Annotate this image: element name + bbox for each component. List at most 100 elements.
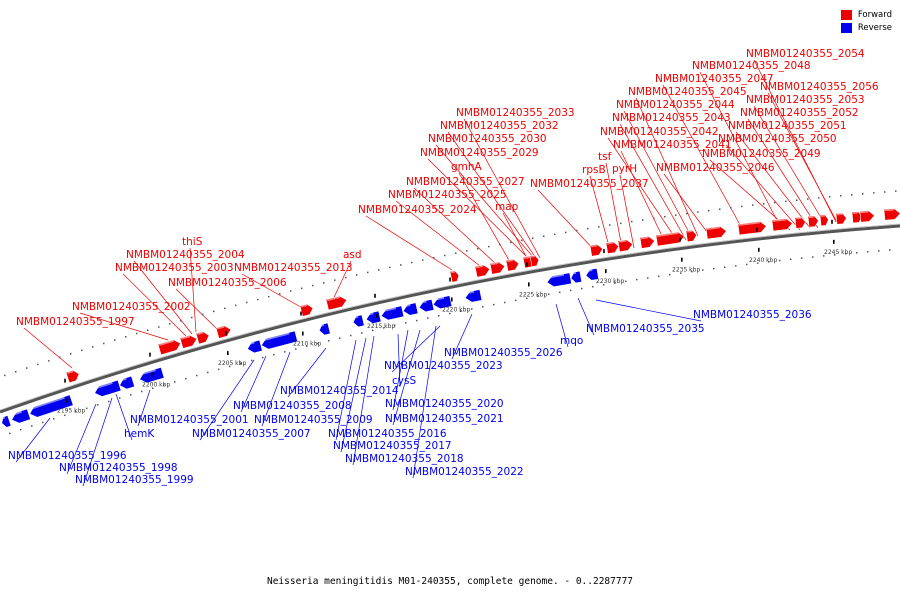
forward-gene[interactable] — [655, 231, 685, 247]
reverse-gene[interactable] — [380, 305, 405, 322]
gene-label[interactable]: NMBM01240355_2014 — [280, 385, 399, 397]
gene-label[interactable]: NMBM01240355_2013 — [234, 262, 353, 274]
reverse-gene[interactable] — [418, 298, 435, 313]
forward-gene[interactable] — [605, 241, 620, 255]
gene-label[interactable]: NMBM01240355_2018 — [345, 453, 464, 465]
gene-label[interactable]: NMBM01240355_2054 — [746, 48, 865, 60]
reverse-gene[interactable] — [0, 415, 12, 428]
gene-label[interactable]: map — [495, 201, 519, 213]
gene-label[interactable]: NMBM01240355_2049 — [702, 148, 821, 160]
gene-label[interactable]: NMBM01240355_2023 — [384, 360, 503, 372]
gene-label[interactable]: NMBM01240355_1996 — [8, 450, 127, 462]
gene-label[interactable]: gmhA — [451, 161, 483, 173]
gene-label[interactable]: NMBM01240355_2007 — [192, 428, 311, 440]
gene-label[interactable]: NMBM01240355_2051 — [728, 120, 847, 132]
gene-label[interactable]: NMBM01240355_2006 — [168, 277, 287, 289]
gene-label[interactable]: NMBM01240355_2003 — [115, 262, 234, 274]
gene-label[interactable]: NMBM01240355_2047 — [655, 73, 774, 85]
forward-gene[interactable] — [299, 303, 314, 317]
gene-label[interactable]: NMBM01240355_2046 — [656, 162, 775, 174]
forward-gene[interactable] — [157, 338, 182, 356]
reverse-gene[interactable] — [464, 289, 483, 303]
gene-label[interactable]: NMBM01240355_2056 — [760, 81, 879, 93]
reverse-gene[interactable] — [402, 302, 419, 317]
gene-label[interactable]: NMBM01240355_2008 — [233, 400, 352, 412]
forward-gene[interactable] — [65, 369, 81, 384]
forward-gene[interactable] — [505, 258, 520, 272]
forward-gene[interactable] — [215, 324, 232, 339]
gene-label[interactable]: NMBM01240355_2048 — [692, 60, 811, 72]
gene-label[interactable]: NMBM01240355_2036 — [693, 309, 812, 321]
reverse-gene[interactable] — [246, 339, 263, 354]
forward-gene[interactable] — [179, 334, 198, 349]
gene-label[interactable]: NMBM01240355_2004 — [126, 249, 245, 261]
reverse-gene[interactable] — [318, 322, 331, 336]
gene-label[interactable]: NMBM01240355_2033 — [456, 107, 575, 119]
gene-label[interactable]: NMBM01240355_2053 — [746, 94, 865, 106]
gene-label[interactable]: NMBM01240355_2050 — [718, 133, 837, 145]
forward-gene[interactable] — [449, 270, 460, 283]
forward-gene[interactable] — [819, 214, 829, 227]
gene-label[interactable]: NMBM01240355_2021 — [385, 413, 504, 425]
gene-label[interactable]: NMBM01240355_1997 — [16, 316, 135, 328]
gene-label[interactable]: hemK — [124, 428, 155, 440]
reverse-gene[interactable] — [28, 394, 74, 419]
forward-gene[interactable] — [705, 225, 727, 240]
forward-gene[interactable] — [883, 208, 900, 221]
gene-label[interactable]: NMBM01240355_2002 — [72, 301, 191, 313]
forward-gene[interactable] — [737, 221, 767, 236]
gene-label[interactable]: NMBM01240355_2026 — [444, 347, 563, 359]
gene-label[interactable]: mqo — [560, 335, 583, 347]
reverse-gene[interactable] — [260, 330, 298, 351]
gene-label[interactable]: NMBM01240355_2027 — [406, 176, 525, 188]
forward-gene[interactable] — [807, 215, 819, 228]
gene-label[interactable]: NMBM01240355_2035 — [586, 323, 705, 335]
gene-label[interactable]: rpsB — [582, 164, 606, 176]
reverse-gene[interactable] — [118, 375, 135, 391]
forward-gene[interactable] — [589, 243, 604, 257]
forward-gene[interactable] — [489, 261, 506, 275]
gene-label[interactable]: NMBM01240355_2016 — [328, 428, 447, 440]
gene-label[interactable]: NMBM01240355_2020 — [385, 398, 504, 410]
gene-label[interactable]: thiS — [182, 236, 203, 248]
forward-gene[interactable] — [835, 212, 847, 225]
gene-label[interactable]: NMBM01240355_2009 — [254, 414, 373, 426]
gene-label[interactable]: NMBM01240355_2037 — [530, 178, 649, 190]
gene-label[interactable]: NMBM01240355_2042 — [600, 126, 719, 138]
gene-label[interactable]: asd — [343, 249, 362, 261]
reverse-gene[interactable] — [546, 272, 572, 288]
gene-label[interactable]: NMBM01240355_2045 — [628, 86, 747, 98]
gene-label[interactable]: cysS — [392, 375, 416, 387]
gene-label[interactable]: NMBM01240355_2032 — [440, 120, 559, 132]
forward-gene[interactable] — [325, 295, 348, 311]
gene-label[interactable]: NMBM01240355_2044 — [616, 99, 735, 111]
forward-gene[interactable] — [474, 264, 491, 278]
reverse-gene[interactable] — [352, 314, 365, 328]
gene-label[interactable]: NMBM01240355_2052 — [740, 107, 859, 119]
forward-gene[interactable] — [771, 218, 793, 232]
gene-label[interactable]: NMBM01240355_2024 — [358, 204, 477, 216]
forward-gene[interactable] — [685, 229, 698, 243]
gene-label[interactable]: NMBM01240355_2017 — [333, 440, 452, 452]
gene-label[interactable]: pyrH — [612, 163, 637, 175]
gene-label[interactable]: NMBM01240355_2043 — [612, 112, 731, 124]
forward-gene[interactable] — [529, 254, 540, 268]
gene-label[interactable]: NMBM01240355_2029 — [420, 147, 539, 159]
reverse-gene[interactable] — [432, 295, 453, 310]
gene-label[interactable]: tsf — [598, 151, 612, 163]
forward-gene[interactable] — [859, 210, 875, 223]
gene-label[interactable]: NMBM01240355_2022 — [405, 466, 524, 478]
forward-gene[interactable] — [195, 330, 211, 345]
reverse-gene[interactable] — [585, 267, 599, 281]
reverse-gene[interactable] — [10, 408, 31, 425]
gene-label[interactable]: NMBM01240355_2025 — [388, 189, 507, 201]
gene-label[interactable]: NMBM01240355_1999 — [75, 474, 194, 486]
reverse-gene[interactable] — [93, 379, 122, 398]
forward-gene[interactable] — [617, 239, 634, 253]
gene-label[interactable]: NMBM01240355_2041 — [613, 139, 732, 151]
reverse-gene[interactable] — [570, 270, 583, 284]
gene-label[interactable]: NMBM01240355_2001 — [130, 414, 249, 426]
gene-label[interactable]: NMBM01240355_2030 — [428, 133, 547, 145]
forward-gene[interactable] — [794, 216, 806, 229]
forward-gene[interactable] — [639, 235, 656, 249]
